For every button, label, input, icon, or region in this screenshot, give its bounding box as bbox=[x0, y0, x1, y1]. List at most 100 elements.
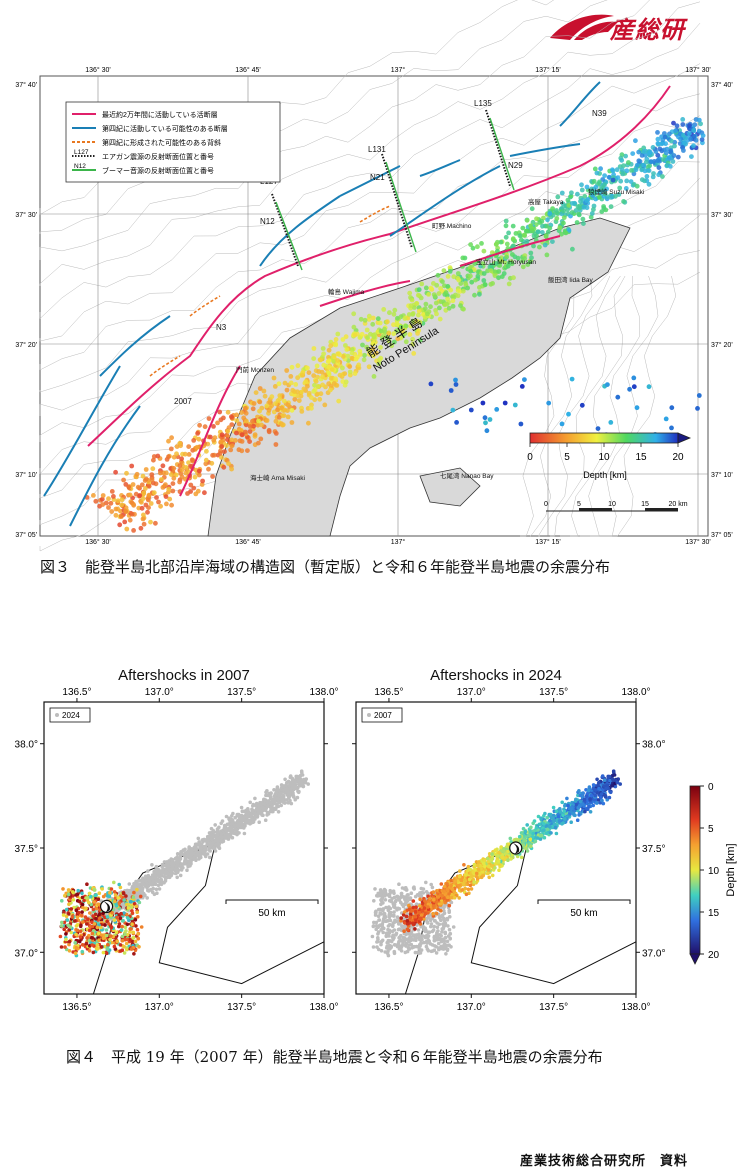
aftershock-dot bbox=[322, 402, 328, 408]
aftershock-dot bbox=[191, 438, 197, 443]
place-label: 町野 Machino bbox=[432, 222, 472, 230]
aftershock-dot bbox=[366, 364, 372, 370]
aftershock-dot bbox=[576, 212, 582, 218]
aftershock-dot bbox=[237, 438, 243, 444]
background-aftershock bbox=[287, 792, 292, 796]
aftershock-dot bbox=[141, 512, 146, 518]
aftershock-dot bbox=[234, 412, 240, 418]
aftershock-dot bbox=[385, 319, 390, 325]
aftershock-dot bbox=[666, 155, 672, 160]
aftershock-dot bbox=[182, 451, 188, 457]
background-aftershock bbox=[437, 937, 442, 942]
aftershock-dot bbox=[311, 356, 317, 361]
aftershock-dot bbox=[141, 521, 147, 527]
panel-legend-label: 2024 bbox=[62, 711, 80, 720]
depth-contour bbox=[580, 275, 659, 537]
aftershock-dot bbox=[112, 890, 117, 894]
aftershock-dot bbox=[547, 225, 553, 231]
background-aftershock bbox=[436, 941, 441, 946]
aftershock-dot bbox=[485, 871, 490, 876]
aftershock-dot bbox=[106, 496, 111, 502]
aftershock-dot bbox=[660, 174, 665, 179]
aftershock-dot bbox=[193, 491, 199, 497]
aftershock-dot bbox=[135, 484, 141, 490]
aftershock-dot bbox=[608, 420, 614, 425]
background-aftershock bbox=[441, 905, 446, 910]
aftershock-dot bbox=[655, 141, 661, 146]
aftershock-dot bbox=[392, 339, 397, 345]
background-aftershock bbox=[171, 864, 175, 869]
aftershock-dot bbox=[296, 398, 302, 403]
aftershock-dot bbox=[149, 477, 155, 483]
aftershock-dot bbox=[251, 401, 257, 406]
aftershock-dot bbox=[647, 149, 653, 155]
profile-label: N29 bbox=[508, 161, 523, 170]
aftershock-dot bbox=[136, 915, 140, 919]
aftershock-dot bbox=[415, 331, 420, 336]
quaternary-fault bbox=[99, 315, 171, 377]
aftershock-dot bbox=[457, 896, 462, 900]
aftershock-dot bbox=[359, 331, 365, 337]
aftershock-dot bbox=[408, 295, 413, 300]
aftershock-dot bbox=[519, 855, 524, 860]
aftershock-dot bbox=[623, 153, 628, 159]
aftershock-dot bbox=[196, 472, 202, 478]
quaternary-fault bbox=[69, 405, 141, 527]
aftershock-dot bbox=[243, 410, 249, 416]
aftershock-dot bbox=[667, 131, 672, 137]
aftershock-dot bbox=[473, 277, 478, 283]
aftershock-dot bbox=[333, 337, 339, 342]
aftershock-dot bbox=[143, 502, 149, 508]
aftershock-dot bbox=[133, 491, 139, 497]
background-aftershock bbox=[386, 893, 390, 897]
background-aftershock bbox=[283, 790, 288, 795]
aftershock-dot bbox=[466, 864, 471, 869]
aftershock-dot bbox=[101, 936, 106, 940]
background-aftershock bbox=[438, 916, 442, 920]
aftershock-dot bbox=[529, 206, 535, 212]
aftershock-dot bbox=[199, 482, 205, 487]
aftershock-dot bbox=[269, 394, 275, 400]
aftershock-dot bbox=[555, 194, 561, 200]
aftershock-dot bbox=[331, 354, 337, 359]
background-aftershock bbox=[166, 871, 170, 876]
background-aftershock bbox=[164, 863, 168, 867]
background-aftershock bbox=[402, 924, 407, 929]
background-aftershock bbox=[204, 838, 208, 843]
aftershock-dot bbox=[123, 932, 127, 937]
background-aftershock bbox=[292, 795, 296, 799]
background-aftershock bbox=[276, 810, 281, 814]
background-aftershock bbox=[137, 883, 141, 888]
background-aftershock bbox=[195, 842, 199, 846]
background-aftershock bbox=[287, 795, 291, 800]
background-aftershock bbox=[209, 843, 214, 848]
aftershock-dot bbox=[633, 138, 638, 144]
aftershock-dot bbox=[281, 413, 287, 418]
aftershock-dot bbox=[506, 230, 511, 236]
aftershock-dot bbox=[653, 149, 659, 154]
aftershock-dot bbox=[74, 908, 79, 912]
aftershock-dot bbox=[628, 179, 634, 184]
scalebar-tick-label: 0 bbox=[544, 501, 548, 508]
aftershock-dot bbox=[131, 936, 135, 940]
aftershock-dot bbox=[663, 141, 668, 147]
background-aftershock bbox=[392, 943, 397, 947]
aftershock-dot bbox=[671, 153, 677, 158]
background-aftershock bbox=[386, 924, 391, 928]
aftershock-dot bbox=[447, 903, 452, 908]
aftershock-dot bbox=[646, 168, 652, 173]
background-aftershock bbox=[384, 905, 388, 910]
aftershock-dot bbox=[221, 464, 227, 470]
airgun-profile-line bbox=[381, 153, 413, 249]
aftershock-dot bbox=[436, 291, 442, 296]
background-aftershock bbox=[416, 928, 421, 932]
left-latitude-label: 37° 20' bbox=[15, 341, 37, 349]
background-aftershock bbox=[421, 887, 426, 891]
aftershock-dot bbox=[675, 154, 681, 160]
aftershock-dot bbox=[89, 894, 93, 899]
aftershock-dot bbox=[119, 928, 124, 932]
left-latitude-label: 37° 10' bbox=[15, 471, 37, 479]
aftershock-dot bbox=[434, 311, 439, 317]
legend-label: エアガン震源の反射断面位置と番号 bbox=[102, 152, 214, 161]
aftershock-dot bbox=[482, 415, 488, 421]
